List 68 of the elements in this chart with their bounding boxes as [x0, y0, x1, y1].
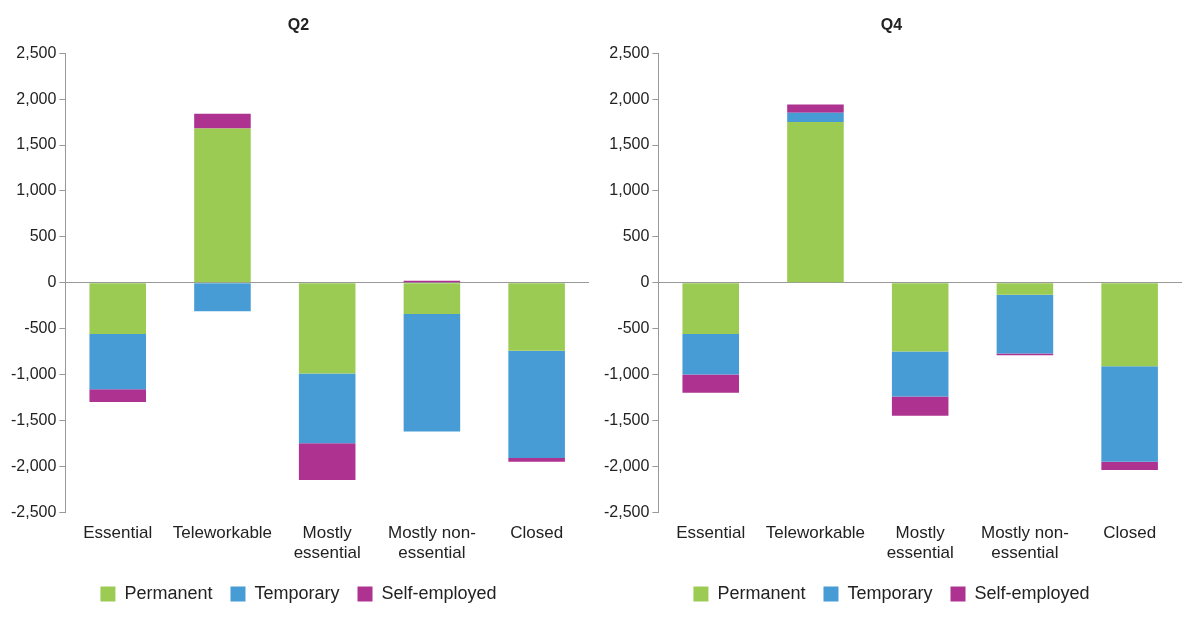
y-tick-label: 2,500: [16, 43, 57, 61]
bar: [89, 389, 147, 403]
y-tick-label: -2,000: [603, 456, 650, 474]
x-tick-label: Mostly non-essential: [387, 523, 476, 563]
bar: [298, 443, 356, 481]
bar: [682, 283, 740, 335]
bar: [89, 283, 147, 335]
x-tick-label: Essential: [676, 523, 746, 543]
y-tick-label: 0: [47, 273, 57, 291]
x-tick-label: Mostly essential: [293, 523, 361, 563]
y-tick-label: -1,500: [603, 410, 650, 428]
legend-label: Self-employed: [974, 582, 1090, 603]
bar: [787, 112, 844, 123]
y-tick-label: -1,000: [603, 364, 650, 382]
bar: [682, 374, 740, 393]
bar: [194, 283, 251, 312]
bar: [508, 283, 565, 351]
bar: [403, 283, 461, 314]
y-tick-label: 2,000: [16, 89, 57, 107]
y-tick-label: 0: [640, 273, 650, 291]
x-tick-label: Mostly essential: [886, 523, 954, 563]
y-tick-label: 1,500: [609, 135, 650, 153]
bar: [1101, 366, 1158, 462]
bar: [194, 128, 251, 283]
bar: [298, 373, 356, 444]
bar: [508, 458, 565, 462]
legend-label: Self-employed: [381, 582, 497, 603]
y-tick-label: -500: [617, 319, 650, 337]
x-tick-label: Teleworkable: [172, 523, 273, 543]
y-tick-label: -500: [24, 319, 57, 337]
y-tick-label: -2,500: [603, 502, 650, 520]
x-tick-label: Mostly non-essential: [980, 523, 1069, 563]
y-tick-label: -2,500: [10, 502, 57, 520]
chart-title: Q2: [287, 16, 310, 34]
chart-title: Q4: [880, 16, 903, 34]
bar: [1101, 283, 1158, 367]
y-tick-label: -2,000: [10, 456, 57, 474]
y-tick-label: 2,000: [609, 89, 650, 107]
y-tick-label: -1,500: [10, 410, 57, 428]
legend-label: Permanent: [717, 582, 806, 603]
y-tick-label: 500: [622, 227, 650, 245]
x-tick-label: Closed: [1103, 523, 1157, 543]
legend-label: Permanent: [124, 582, 213, 603]
bar: [891, 396, 949, 416]
bar: [1101, 461, 1158, 470]
y-tick-label: 1,000: [16, 181, 57, 199]
bar: [89, 334, 147, 390]
bar: [508, 350, 565, 459]
y-tick-label: 2,500: [609, 43, 650, 61]
x-tick-label: Essential: [83, 523, 153, 543]
y-tick-label: 1,000: [609, 181, 650, 199]
y-tick-label: -1,000: [10, 364, 57, 382]
legend-label: Temporary: [847, 582, 933, 603]
bar: [996, 283, 1054, 295]
bar: [787, 122, 844, 283]
bar: [891, 351, 949, 397]
x-tick-label: Teleworkable: [765, 523, 866, 543]
bar: [682, 334, 740, 375]
bar: [194, 113, 251, 129]
bar: [298, 283, 356, 374]
x-tick-label: Closed: [510, 523, 564, 543]
bar: [996, 294, 1054, 354]
legend-label: Temporary: [254, 582, 340, 603]
bar: [403, 313, 461, 432]
y-tick-label: 1,500: [16, 135, 57, 153]
bar: [891, 283, 949, 352]
bar: [787, 104, 844, 113]
y-tick-label: 500: [29, 227, 57, 245]
